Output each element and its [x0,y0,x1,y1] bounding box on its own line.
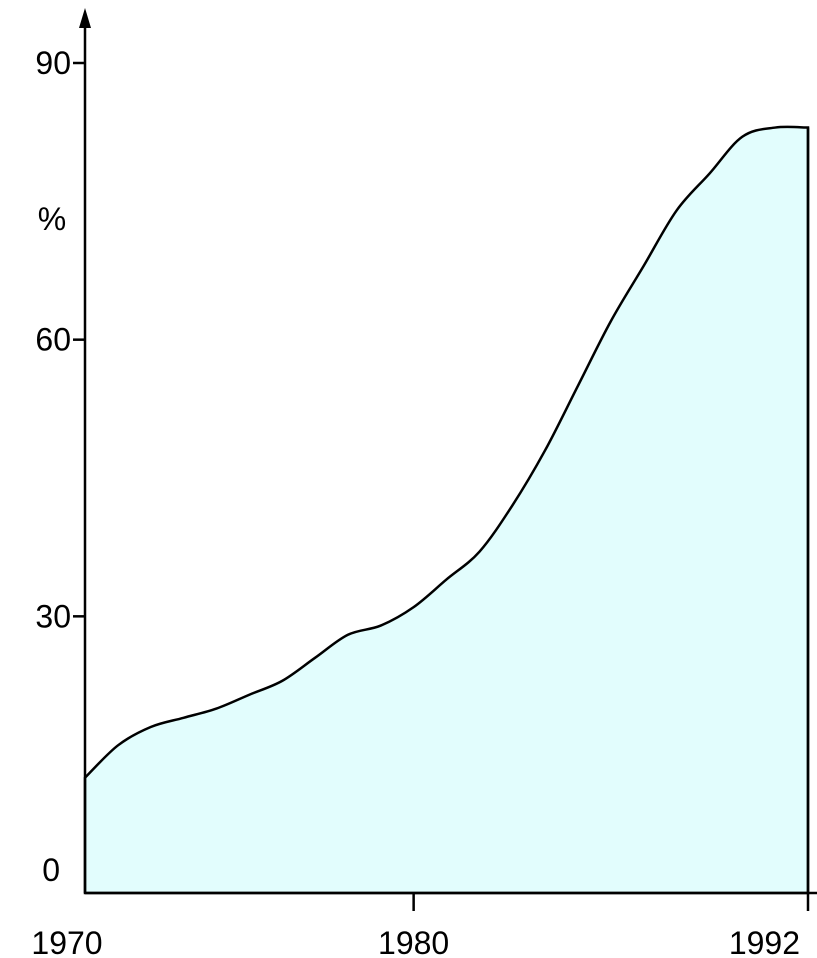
x-tick-label: 1980 [378,925,449,958]
ticks: 0 30 60 90 1970 1980 1992 [31,45,810,958]
x-tick-label: 1970 [31,925,102,958]
y-axis-arrow-icon [79,8,91,28]
x-tick-label: 1992 [729,925,800,958]
y-tick-label: 30 [35,598,71,634]
area-series [83,125,810,895]
y-axis-label: % [38,201,66,237]
area-layer [83,125,810,895]
y-tick-label: 90 [35,45,71,81]
y-tick-label: 60 [35,322,71,358]
axes [79,8,817,895]
y-tick-label: 0 [42,852,60,888]
